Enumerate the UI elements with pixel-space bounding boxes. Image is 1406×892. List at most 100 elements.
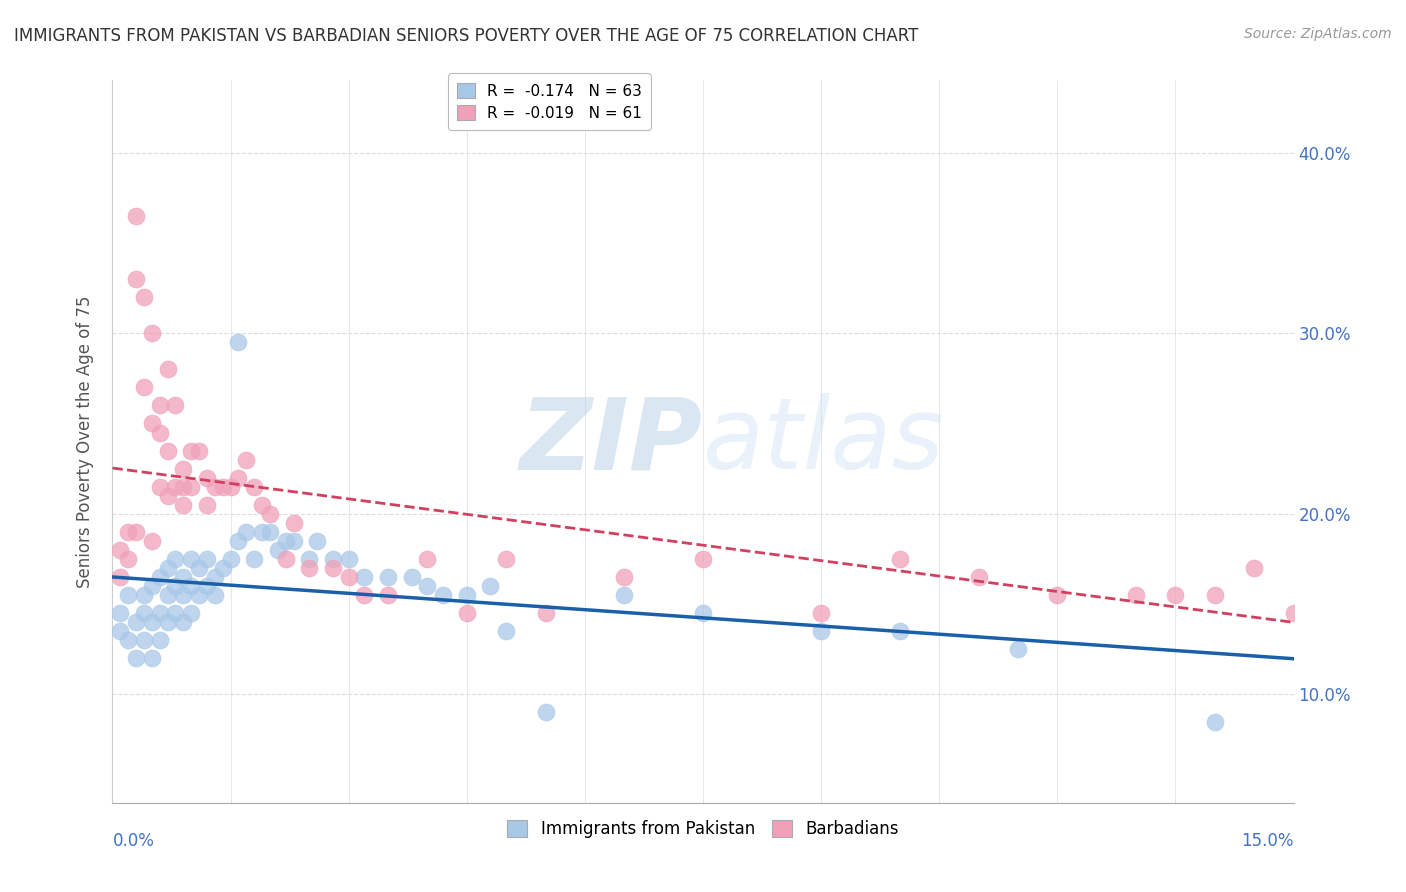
Point <box>274 533 297 548</box>
Y-axis label: Seniors Poverty Over the Age of 75: Seniors Poverty Over the Age of 75 <box>76 295 94 588</box>
Point <box>117 588 139 602</box>
Point <box>165 579 187 593</box>
Point <box>322 552 344 566</box>
Point <box>204 480 226 494</box>
Point <box>165 606 187 620</box>
Point <box>110 570 132 584</box>
Point <box>416 552 439 566</box>
Point <box>149 606 172 620</box>
Point <box>495 552 517 566</box>
Point <box>283 533 305 548</box>
Point <box>228 471 250 485</box>
Point <box>613 588 636 602</box>
Point <box>141 579 163 593</box>
Point <box>243 480 266 494</box>
Point <box>534 706 557 720</box>
Point <box>259 507 281 521</box>
Point <box>337 570 360 584</box>
Point <box>125 651 148 665</box>
Point <box>250 524 273 539</box>
Text: ZIP: ZIP <box>520 393 703 490</box>
Point <box>156 489 179 503</box>
Point <box>172 570 194 584</box>
Point <box>377 570 399 584</box>
Text: atlas: atlas <box>703 393 945 490</box>
Point <box>188 561 211 575</box>
Point <box>125 615 148 630</box>
Point <box>149 398 172 412</box>
Point <box>353 570 375 584</box>
Point <box>1282 606 1305 620</box>
Point <box>125 209 148 223</box>
Text: 0.0%: 0.0% <box>112 831 155 850</box>
Point <box>1243 561 1265 575</box>
Point <box>810 624 832 639</box>
Point <box>889 552 911 566</box>
Point <box>172 461 194 475</box>
Point <box>180 480 202 494</box>
Point <box>1125 588 1147 602</box>
Point <box>243 552 266 566</box>
Point <box>172 498 194 512</box>
Point <box>180 606 202 620</box>
Point <box>274 552 297 566</box>
Point <box>204 588 226 602</box>
Point <box>495 624 517 639</box>
Point <box>149 425 172 440</box>
Point <box>283 516 305 530</box>
Point <box>456 606 478 620</box>
Point <box>228 335 250 350</box>
Point <box>110 542 132 557</box>
Point <box>692 552 714 566</box>
Point <box>250 498 273 512</box>
Point <box>125 524 148 539</box>
Point <box>172 588 194 602</box>
Point <box>1007 642 1029 657</box>
Point <box>180 552 202 566</box>
Point <box>132 633 155 648</box>
Point <box>322 561 344 575</box>
Point <box>432 588 454 602</box>
Point <box>117 633 139 648</box>
Point <box>219 552 242 566</box>
Point <box>377 588 399 602</box>
Point <box>1204 588 1226 602</box>
Point <box>195 498 218 512</box>
Point <box>416 579 439 593</box>
Point <box>204 570 226 584</box>
Point <box>456 588 478 602</box>
Point <box>235 524 257 539</box>
Point <box>967 570 990 584</box>
Point <box>141 651 163 665</box>
Point <box>259 524 281 539</box>
Point <box>613 570 636 584</box>
Text: Source: ZipAtlas.com: Source: ZipAtlas.com <box>1244 27 1392 41</box>
Point <box>172 480 194 494</box>
Point <box>195 579 218 593</box>
Point <box>1322 588 1344 602</box>
Point <box>188 588 211 602</box>
Point <box>1046 588 1069 602</box>
Point <box>156 443 179 458</box>
Text: IMMIGRANTS FROM PAKISTAN VS BARBADIAN SENIORS POVERTY OVER THE AGE OF 75 CORRELA: IMMIGRANTS FROM PAKISTAN VS BARBADIAN SE… <box>14 27 918 45</box>
Point <box>298 552 321 566</box>
Point <box>110 624 132 639</box>
Point <box>195 471 218 485</box>
Point <box>889 624 911 639</box>
Point <box>267 542 290 557</box>
Point <box>534 606 557 620</box>
Point <box>211 480 233 494</box>
Point <box>149 633 172 648</box>
Point <box>188 443 211 458</box>
Point <box>180 579 202 593</box>
Point <box>1164 588 1187 602</box>
Point <box>141 615 163 630</box>
Point <box>141 417 163 431</box>
Point <box>141 326 163 341</box>
Point <box>165 480 187 494</box>
Point <box>125 272 148 286</box>
Point <box>165 552 187 566</box>
Point <box>149 480 172 494</box>
Point <box>211 561 233 575</box>
Point <box>401 570 423 584</box>
